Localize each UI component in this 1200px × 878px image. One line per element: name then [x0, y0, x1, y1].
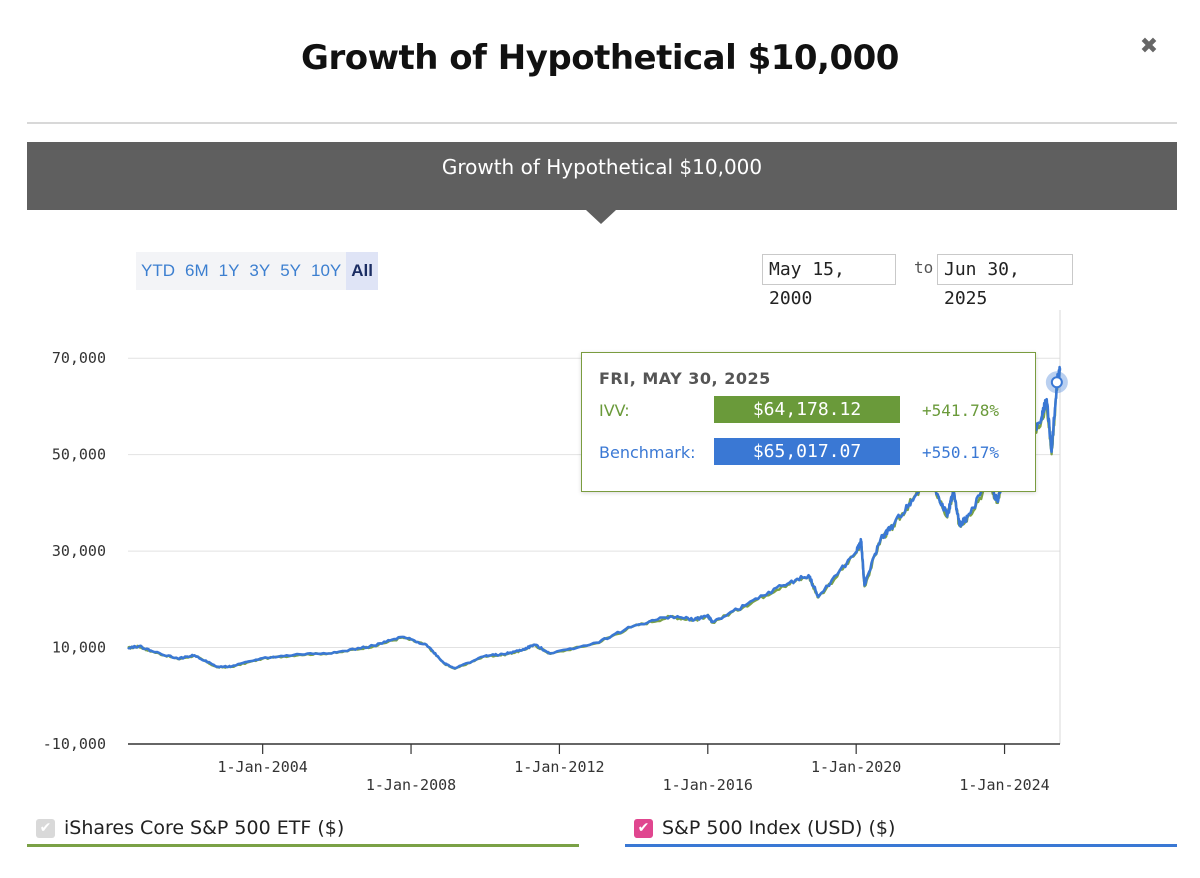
date-to-input[interactable]: Jun 30, 2025: [937, 254, 1073, 309]
range-3y-button[interactable]: 3Y: [249, 261, 271, 280]
range-5y-button[interactable]: 5Y: [280, 261, 302, 280]
legend-ivv-underline: [27, 844, 579, 847]
checkbox-sp500[interactable]: ✔: [634, 818, 653, 838]
legend-sp500[interactable]: ✔ S&P 500 Index (USD) ($): [634, 812, 895, 844]
tooltip-benchmark-value: $65,017.07: [714, 438, 900, 465]
x-tick-label: 1-Jan-2016: [663, 776, 753, 794]
x-tick-label: 1-Jan-2020: [811, 758, 901, 776]
range-selector: YTD 6M 1Y 3Y 5Y 10Y All: [136, 252, 378, 290]
date-from-input[interactable]: May 15, 2000: [762, 254, 896, 309]
chart-header: Growth of Hypothetical $10,000: [27, 142, 1177, 210]
date-separator: to: [914, 258, 934, 277]
close-icon[interactable]: ✖: [1139, 34, 1159, 59]
legend-sp500-underline: [625, 844, 1177, 847]
legend-ivv[interactable]: ✔ iShares Core S&P 500 ETF ($): [36, 812, 344, 844]
x-tick-label: 1-Jan-2024: [959, 776, 1049, 794]
range-1y-button[interactable]: 1Y: [218, 261, 240, 280]
x-tick-label: 1-Jan-2004: [218, 758, 308, 776]
chart-tooltip: FRI, MAY 30, 2025 IVV: $64,178.12 +541.7…: [581, 352, 1036, 492]
y-tick-label: -10,000: [43, 735, 106, 753]
tooltip-benchmark-label: Benchmark:: [599, 443, 696, 462]
tooltip-ivv-pct: +541.78%: [922, 401, 1000, 420]
range-6m-button[interactable]: 6M: [185, 261, 209, 280]
checkbox-ivv[interactable]: ✔: [36, 818, 55, 838]
y-tick-label: 30,000: [52, 542, 106, 560]
tooltip-benchmark-pct: +550.17%: [922, 443, 1000, 462]
tooltip-date: FRI, MAY 30, 2025: [599, 369, 771, 388]
header-caret-icon: [586, 210, 616, 224]
tooltip-ivv-value: $64,178.12: [714, 396, 900, 423]
range-all-button[interactable]: All: [346, 252, 378, 290]
title-divider: [27, 122, 1177, 124]
y-tick-label: 10,000: [52, 639, 106, 657]
hover-marker: [1050, 376, 1063, 389]
y-tick-label: 50,000: [52, 446, 106, 464]
x-tick-label: 1-Jan-2012: [514, 758, 604, 776]
legend-sp500-label: S&P 500 Index (USD) ($): [662, 817, 896, 839]
modal-title: Growth of Hypothetical $10,000: [301, 38, 899, 78]
legend-ivv-label: iShares Core S&P 500 ETF ($): [64, 817, 345, 839]
y-tick-label: 70,000: [52, 349, 106, 367]
range-10y-button[interactable]: 10Y: [311, 261, 342, 280]
range-ytd-button[interactable]: YTD: [141, 261, 175, 280]
x-tick-label: 1-Jan-2008: [366, 776, 456, 794]
tooltip-ivv-label: IVV:: [599, 401, 630, 420]
